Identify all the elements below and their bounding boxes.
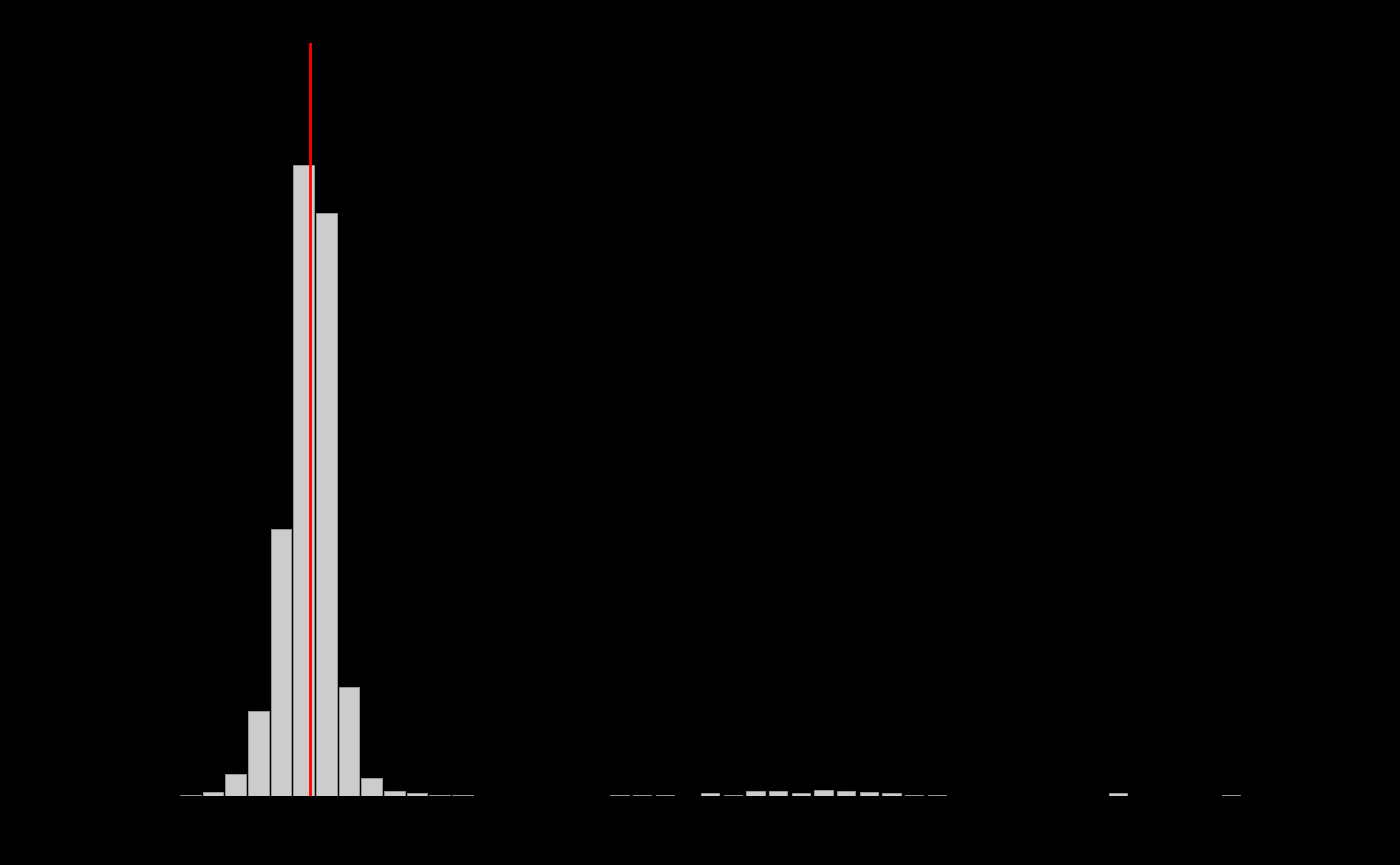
Bar <box>203 792 224 796</box>
Bar <box>1222 795 1240 796</box>
Bar <box>384 791 405 796</box>
Bar <box>882 793 900 796</box>
Bar <box>361 778 382 796</box>
Bar <box>270 529 291 796</box>
Bar <box>904 795 923 796</box>
Bar <box>339 687 360 796</box>
Bar <box>769 791 787 796</box>
Bar <box>316 213 337 796</box>
Bar <box>181 795 200 796</box>
Bar <box>746 791 764 796</box>
Bar <box>837 791 855 796</box>
Bar <box>655 795 673 796</box>
Bar <box>293 164 314 796</box>
Bar <box>860 792 878 796</box>
Bar <box>701 793 720 796</box>
Bar <box>815 790 833 796</box>
Bar <box>248 711 269 796</box>
Bar <box>724 795 742 796</box>
Bar <box>791 793 811 796</box>
Bar <box>430 795 449 796</box>
Bar <box>928 795 946 796</box>
Bar <box>225 774 246 796</box>
Bar <box>633 795 651 796</box>
Bar <box>406 793 427 796</box>
Bar <box>610 795 629 796</box>
Bar <box>1109 793 1127 796</box>
